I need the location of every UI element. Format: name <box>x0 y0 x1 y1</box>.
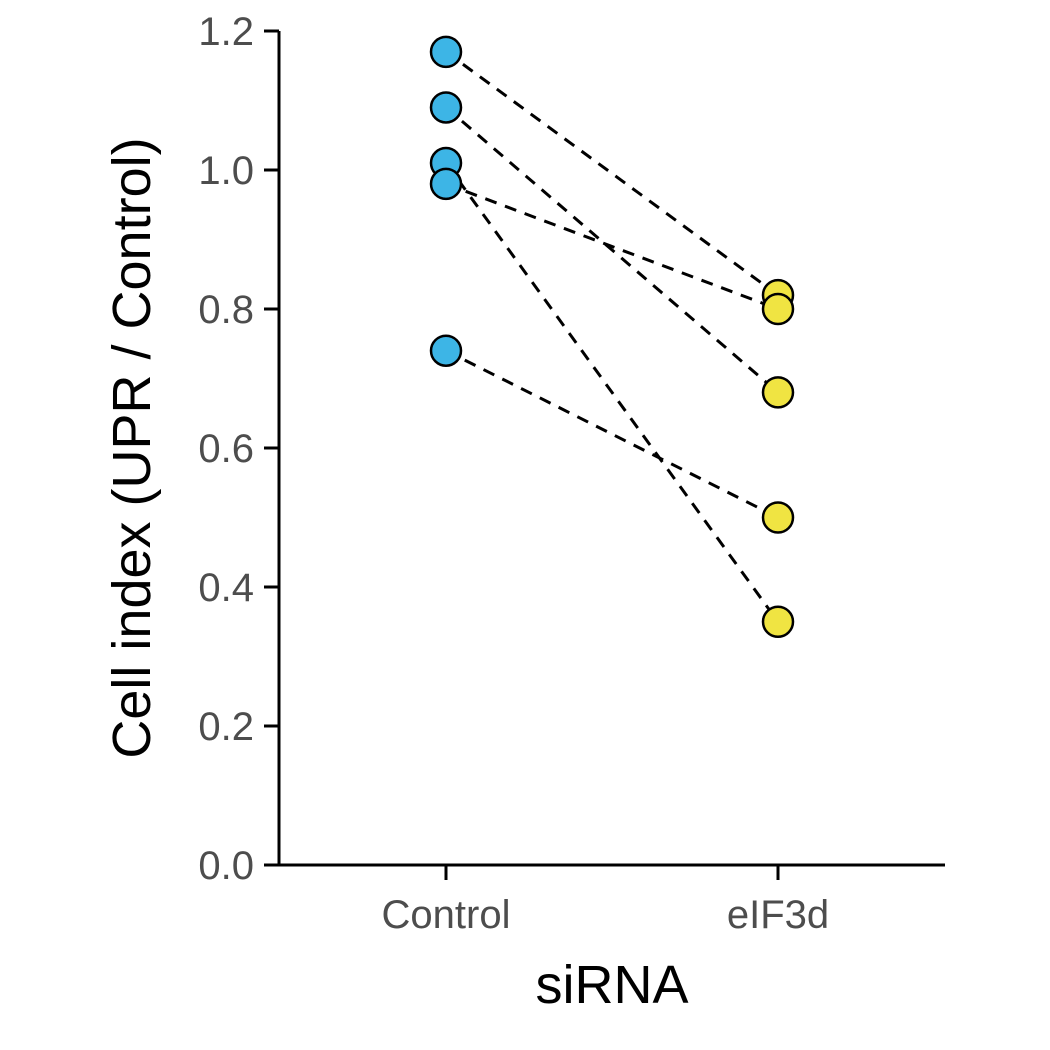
eif3d-point <box>761 605 795 638</box>
eif3d-point <box>761 501 795 534</box>
axes <box>277 31 945 867</box>
x-tick-label: eIF3d <box>727 893 829 937</box>
x-ticks: Control eIF3d <box>382 865 829 937</box>
x-axis-title: siRNA <box>535 955 688 1015</box>
data-points <box>429 35 795 638</box>
pair-line <box>445 182 779 311</box>
pair-line <box>445 50 779 297</box>
y-tick-label: 0.6 <box>198 427 254 471</box>
control-point <box>429 334 463 367</box>
pair-lines <box>444 50 780 623</box>
pair-line <box>444 162 780 623</box>
control-point <box>429 167 463 201</box>
y-tick-label: 0.2 <box>198 705 254 749</box>
x-tick-label: Control <box>382 893 511 937</box>
y-tick-label: 0.8 <box>198 288 254 332</box>
control-point <box>429 35 463 69</box>
y-ticks: 0.0 0.2 0.4 0.6 0.8 1.0 1.2 <box>198 10 279 888</box>
pair-line <box>445 106 779 394</box>
y-tick-label: 0.0 <box>198 844 254 888</box>
y-tick-label: 0.4 <box>198 566 254 610</box>
y-axis-title: Cell index (UPR / Control) <box>102 137 162 758</box>
pair-line <box>445 349 779 519</box>
eif3d-point <box>761 292 795 326</box>
y-tick-label: 1.2 <box>198 10 254 54</box>
control-point <box>429 91 463 124</box>
y-tick-label: 1.0 <box>198 149 254 193</box>
eif3d-point <box>761 376 795 409</box>
